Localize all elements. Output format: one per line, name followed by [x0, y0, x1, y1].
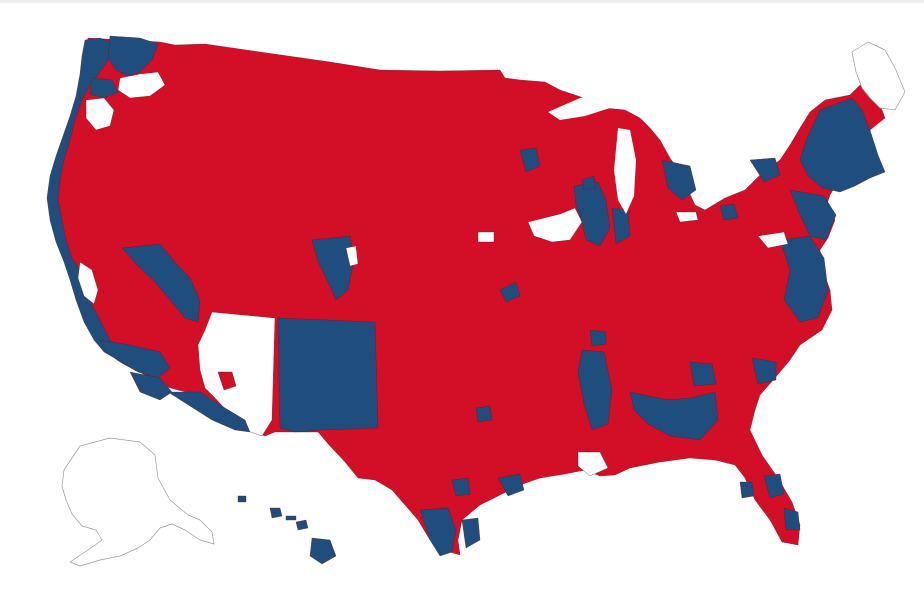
- arizona-undecided: [197, 311, 276, 437]
- maine-undecided: [851, 41, 906, 111]
- denver-democrat: [311, 235, 355, 301]
- florida-democrat-c: [739, 481, 755, 499]
- iowa-undecided-a: [477, 231, 495, 243]
- virginia-democrat: [779, 235, 829, 323]
- ny-democrat: [789, 189, 837, 241]
- mississippi-democrat: [577, 349, 613, 431]
- nyc-democrat: [749, 157, 781, 183]
- houston-democrat: [497, 473, 525, 497]
- top-divider: [0, 0, 924, 3]
- virginia-undecided: [757, 231, 789, 249]
- indiana-democrat: [611, 207, 631, 245]
- coastal-texas-democrat: [461, 517, 481, 549]
- memphis-democrat: [589, 329, 607, 347]
- new-england-democrat: [799, 97, 886, 193]
- atlanta-democrat: [689, 361, 717, 387]
- san-diego-democrat: [129, 371, 173, 401]
- tucson-democrat: [167, 391, 251, 433]
- detroit-democrat: [661, 159, 697, 201]
- georgia-democrat: [629, 391, 719, 441]
- sf-bay-undecided: [77, 261, 99, 305]
- lake-superior: [548, 90, 630, 120]
- milwaukee-democrat: [581, 175, 597, 191]
- charlotte-democrat: [751, 357, 777, 385]
- san-antonio-democrat: [451, 477, 471, 497]
- hawaii-molokai: [285, 515, 297, 521]
- hawaii-kauai: [237, 495, 247, 503]
- colorado-undecided: [345, 245, 359, 267]
- iowa-undecided-b: [527, 207, 583, 243]
- chicago-democrat: [573, 181, 611, 247]
- kansas-city-democrat: [499, 281, 521, 303]
- dallas-democrat: [475, 405, 493, 423]
- florida-democrat-a: [763, 473, 785, 499]
- south-texas-democrat: [419, 507, 457, 557]
- hawaii-oahu: [269, 507, 283, 519]
- louisiana-undecided: [577, 451, 609, 477]
- wa-undecided-a: [117, 71, 166, 99]
- phoenix-red: [217, 371, 237, 391]
- hawaii-maui: [295, 519, 309, 531]
- seattle-democrat: [107, 35, 159, 77]
- hawaii-big-island: [309, 537, 337, 565]
- alaska-outline: [61, 437, 215, 567]
- new-mexico-democrat: [277, 317, 379, 433]
- michigan-undecided: [675, 211, 699, 223]
- portland-democrat: [89, 77, 119, 99]
- lake-michigan: [614, 128, 636, 214]
- nevada-democrat: [121, 243, 201, 323]
- florida-democrat-b: [783, 507, 801, 531]
- minneapolis-democrat: [519, 147, 541, 173]
- pittsburgh-democrat: [719, 203, 739, 221]
